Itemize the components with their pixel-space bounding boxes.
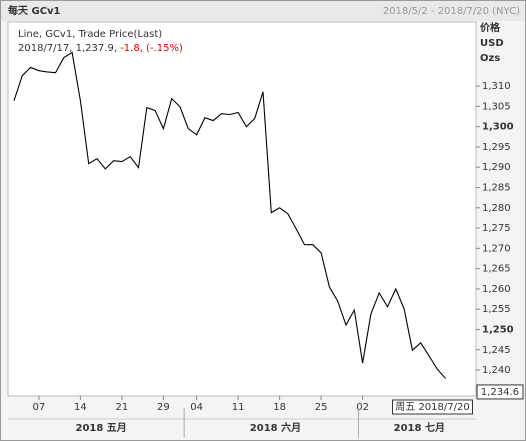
range-label: 2018/5/2 - 2018/7/20 (NYC) bbox=[383, 6, 520, 17]
x-tick-label: 25 bbox=[315, 402, 328, 413]
y-tick-label: 1,290 bbox=[482, 162, 511, 173]
y-tick-label: 1,310 bbox=[482, 81, 511, 92]
y-tick-label: 1,240 bbox=[482, 365, 511, 376]
y-tick-label: 1,305 bbox=[482, 101, 511, 112]
legend-change-pct: (-.15%) bbox=[146, 43, 183, 54]
y-tick-label: 1,280 bbox=[482, 203, 511, 214]
plot-area bbox=[7, 21, 477, 397]
y-tick-label: 1,275 bbox=[482, 223, 511, 234]
month-label: 2018 五月 bbox=[75, 422, 126, 434]
legend-change: -1.8 bbox=[120, 43, 140, 54]
last-value-label: 1,234.6 bbox=[481, 387, 519, 398]
cursor-box bbox=[392, 399, 473, 415]
month-label: 2018 七月 bbox=[394, 421, 445, 434]
cursor-label: 周五 2018/7/20 bbox=[395, 401, 469, 413]
legend-text: Line, GCv1, Trade Price(Last) bbox=[18, 29, 162, 40]
y-axis-label: Ozs bbox=[480, 53, 500, 64]
x-tick-label: 02 bbox=[356, 402, 369, 413]
x-tick-label: 07 bbox=[33, 402, 46, 413]
y-tick-label: 1,245 bbox=[482, 345, 511, 356]
month-label: 2018 六月 bbox=[250, 421, 301, 434]
price-line bbox=[13, 51, 447, 379]
y-tick-label: 1,260 bbox=[482, 284, 511, 295]
y-tick-label: 1,285 bbox=[482, 183, 511, 194]
y-tick-label: 1,270 bbox=[482, 243, 511, 254]
x-tick-label: 11 bbox=[232, 402, 245, 413]
x-tick-label: 04 bbox=[190, 402, 203, 413]
y-axis-label: 价格 bbox=[480, 21, 501, 34]
y-tick-label: 1,255 bbox=[482, 304, 511, 315]
header bbox=[1, 1, 525, 21]
y-axis-label: USD bbox=[480, 38, 504, 49]
chart-title: 每天 GCv1 bbox=[8, 4, 61, 17]
y-tick-label: 1,265 bbox=[482, 264, 511, 275]
legend-values: 2018/7/17, 1,237.9, -1.8, (-.15%) bbox=[18, 43, 183, 54]
x-tick-label: 18 bbox=[273, 402, 286, 413]
y-tick-label: 1,295 bbox=[482, 142, 511, 153]
x-tick-label: 14 bbox=[74, 402, 87, 413]
legend-date: 2018/7/17 bbox=[18, 43, 69, 54]
last-value-box bbox=[476, 384, 524, 400]
x-tick-label: 29 bbox=[157, 402, 170, 413]
x-tick-label: 21 bbox=[116, 402, 129, 413]
legend-price: 1,237.9 bbox=[76, 43, 114, 54]
y-tick-label: 1,300 bbox=[482, 122, 514, 133]
y-tick-label: 1,250 bbox=[482, 324, 514, 335]
